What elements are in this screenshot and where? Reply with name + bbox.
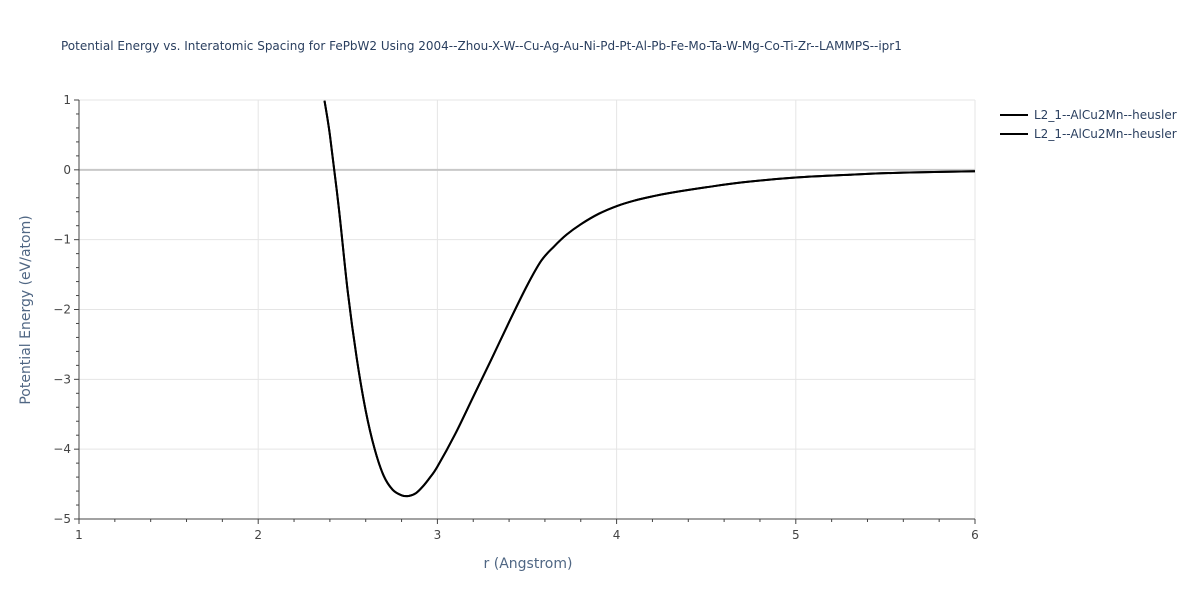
- y-tick-label: −1: [53, 233, 71, 247]
- grid-layer: [79, 99, 976, 519]
- y-tick-label: 0: [63, 163, 71, 177]
- legend-label: L2_1--AlCu2Mn--heusler: [1034, 108, 1177, 122]
- series-line-1: [323, 100, 975, 498]
- x-tick-label: 5: [792, 528, 800, 542]
- legend-item-2[interactable]: L2_1--AlCu2Mn--heusler: [1000, 127, 1177, 141]
- y-tick-label: −3: [53, 372, 71, 386]
- legend-item-1[interactable]: L2_1--AlCu2Mn--heusler: [1000, 108, 1177, 122]
- y-tick-label: −2: [53, 303, 71, 317]
- legend-label: L2_1--AlCu2Mn--heusler: [1034, 127, 1177, 141]
- series-line-2: [323, 100, 975, 498]
- x-tick-label: 2: [254, 528, 262, 542]
- x-tick-label: 1: [75, 528, 83, 542]
- y-axis-title: Potential Energy (eV/atom): [18, 215, 34, 404]
- x-tick-label: 4: [613, 528, 621, 542]
- legend[interactable]: L2_1--AlCu2Mn--heusler L2_1--AlCu2Mn--heu…: [1000, 108, 1177, 141]
- axis-layer: 1 2 3 4 5 6 1 0 −1 −2 −3 −4 −5: [53, 93, 979, 542]
- y-tick-label: −5: [53, 512, 71, 526]
- chart-title: Potential Energy vs. Interatomic Spacing…: [61, 39, 902, 53]
- x-tick-label: 3: [434, 528, 442, 542]
- x-tick-label: 6: [971, 528, 979, 542]
- y-tick-label: −4: [53, 442, 71, 456]
- x-axis-title: r (Angstrom): [484, 556, 573, 572]
- series-layer: [323, 100, 975, 498]
- y-tick-label: 1: [63, 93, 71, 107]
